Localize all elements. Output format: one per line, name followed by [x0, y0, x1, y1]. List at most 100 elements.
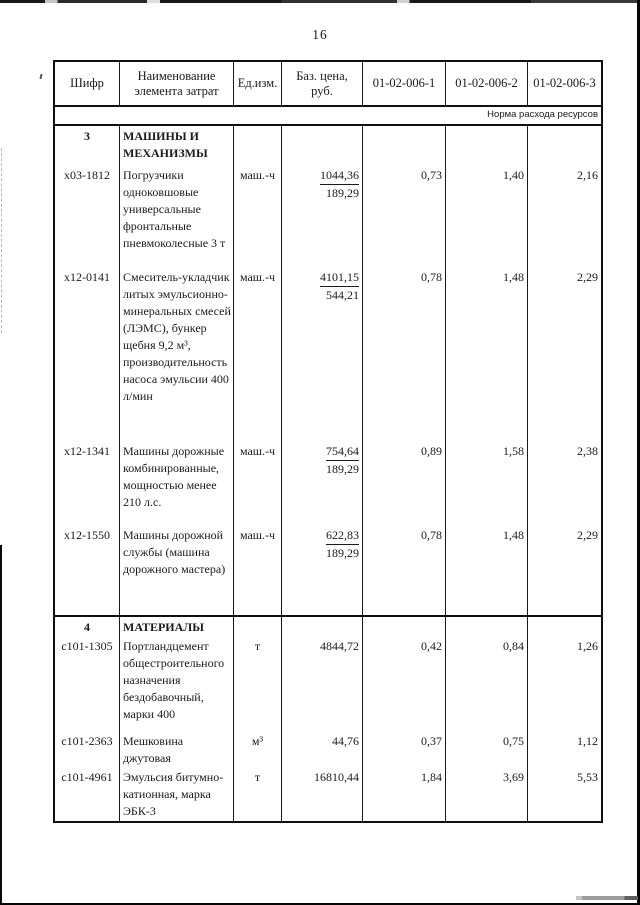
norm-value-2: 0,75: [446, 731, 528, 767]
column-header-norm-1: 01-02-006-1: [363, 62, 446, 105]
resource-unit: маш.-ч: [234, 441, 282, 525]
table-body: 3 МАШИНЫ И МЕХАНИЗМЫ х03-1812 Погрузчики…: [55, 126, 601, 821]
empty-cell: [234, 617, 282, 636]
resource-unit: т: [234, 636, 282, 731]
subheader-label: Норма расхода ресурсов: [487, 109, 598, 120]
base-price-numerator: 622,83: [326, 527, 359, 545]
column-header-code: Шифр: [55, 62, 120, 105]
section-title: МАШИНЫ И МЕХАНИЗМЫ: [120, 126, 234, 165]
resource-row: с101-1305 Портландцемент общестроительно…: [55, 636, 601, 731]
norm-value-3: 2,16: [577, 168, 598, 182]
resource-code: с101-2363: [55, 731, 120, 767]
table-header-row: Шифр Наименование элемента затрат Ед.изм…: [55, 62, 601, 107]
base-price-numerator: 1044,36: [320, 167, 359, 185]
section-number: 4: [55, 617, 120, 636]
scan-artifact-left-edge: [0, 545, 2, 905]
norm-value-3: 5,53: [577, 770, 598, 784]
resource-row: х12-1341 Машины дорожные комбинированные…: [55, 441, 601, 525]
resource-row: с101-2363 Мешковина джутовая м³ 44,76 0,…: [55, 731, 601, 767]
norm-value-1: 0,89: [363, 441, 446, 525]
scan-artifact-tick: [39, 73, 43, 80]
base-price-numerator: 4844,72: [320, 639, 359, 653]
empty-cell: [234, 126, 282, 165]
resource-unit: т: [234, 767, 282, 821]
base-price-numerator: 754,64: [326, 443, 359, 461]
resource-name: Погрузчики одноковшовые универсальные фр…: [120, 165, 234, 267]
resource-name: Машины дорожные комбинированные, мощност…: [120, 441, 234, 525]
base-price-numerator: 16810,44: [314, 770, 359, 784]
norm-value-3: 2,29: [577, 270, 598, 284]
table-section: 3 МАШИНЫ И МЕХАНИЗМЫ х03-1812 Погрузчики…: [55, 126, 601, 615]
norm-value-2: 1,40: [446, 165, 528, 267]
empty-cell: [528, 126, 601, 165]
norm-value-3: 1,12: [577, 734, 598, 748]
scan-artifact-margin-dashes: [1, 148, 2, 333]
section-header-row: 4 МАТЕРИАЛЫ: [55, 617, 601, 636]
resource-base-price: 622,83 189,29: [282, 525, 363, 615]
empty-cell: [446, 617, 528, 636]
resource-name: Портландцемент общестроительного назначе…: [120, 636, 234, 731]
resource-name: Машины дорожной службы (машина дорожного…: [120, 525, 234, 615]
section-number: 3: [55, 126, 120, 165]
column-header-norm-3: 01-02-006-3: [533, 76, 596, 90]
base-price-denominator: 189,29: [326, 546, 359, 560]
column-header-norm-2: 01-02-006-2: [446, 62, 528, 105]
section-title: МАТЕРИАЛЫ: [120, 617, 234, 636]
norm-value-1: 0,37: [363, 731, 446, 767]
column-header-price: Баз. цена, руб.: [282, 62, 363, 105]
base-price-numerator: 44,76: [332, 734, 359, 748]
column-header-unit: Ед.изм.: [234, 62, 282, 105]
resource-unit: маш.-ч: [234, 165, 282, 267]
resource-code: х12-0141: [55, 267, 120, 441]
resource-unit: маш.-ч: [234, 525, 282, 615]
norm-value-3: 2,29: [577, 528, 598, 542]
resource-row: х03-1812 Погрузчики одноковшовые универс…: [55, 165, 601, 267]
resource-row: с101-4961 Эмульсия битумно-катионная, ма…: [55, 767, 601, 821]
scan-artifact-bottom-edge: [0, 903, 640, 905]
scan-artifact-right-edge: [637, 0, 640, 905]
empty-cell: [363, 617, 446, 636]
resource-base-price: 1044,36 189,29: [282, 165, 363, 267]
resource-base-price: 4844,72: [282, 636, 363, 731]
norm-value-3: 1,26: [577, 639, 598, 653]
norm-value-3: 2,38: [577, 444, 598, 458]
resource-code: х12-1550: [55, 525, 120, 615]
cost-norms-table: Шифр Наименование элемента затрат Ед.изм…: [53, 60, 603, 823]
norm-value-1: 1,84: [363, 767, 446, 821]
norm-value-1: 0,73: [363, 165, 446, 267]
base-price-denominator: 189,29: [326, 186, 359, 200]
page-number: 16: [312, 27, 328, 42]
resource-base-price: 754,64 189,29: [282, 441, 363, 525]
scan-artifact-corner-smudge: [576, 896, 638, 900]
empty-cell: [363, 126, 446, 165]
resource-code: х12-1341: [55, 441, 120, 525]
empty-cell: [446, 126, 528, 165]
base-price-denominator: 189,29: [326, 462, 359, 476]
empty-cell: [282, 617, 363, 636]
norm-value-2: 1,58: [446, 441, 528, 525]
resource-base-price: 4101,15 544,21: [282, 267, 363, 441]
norm-value-2: 1,48: [446, 267, 528, 441]
norm-value-2: 1,48: [446, 525, 528, 615]
empty-cell: [282, 126, 363, 165]
column-header-name: Наименование элемента затрат: [120, 62, 234, 105]
base-price-numerator: 4101,15: [320, 269, 359, 287]
resource-unit: маш.-ч: [234, 267, 282, 441]
resource-row: х12-1550 Машины дорожной службы (машина …: [55, 525, 601, 615]
resource-name: Мешковина джутовая: [120, 731, 234, 767]
resource-code: с101-4961: [55, 767, 120, 821]
resource-base-price: 16810,44: [282, 767, 363, 821]
section-header-row: 3 МАШИНЫ И МЕХАНИЗМЫ: [55, 126, 601, 165]
base-price-denominator: 544,21: [326, 288, 359, 302]
norm-value-2: 0,84: [446, 636, 528, 731]
norm-value-1: 0,78: [363, 525, 446, 615]
resource-base-price: 44,76: [282, 731, 363, 767]
table-section: 4 МАТЕРИАЛЫ с101-1305 Портландцемент общ…: [55, 615, 601, 821]
subheader-band: Норма расхода ресурсов: [55, 107, 601, 126]
resource-code: х03-1812: [55, 165, 120, 267]
resource-row: х12-0141 Смеситель-укладчик литых эмульс…: [55, 267, 601, 441]
resource-name: Эмульсия битумно-катионная, марка ЭБК-3: [120, 767, 234, 821]
norm-value-1: 0,78: [363, 267, 446, 441]
norm-value-1: 0,42: [363, 636, 446, 731]
